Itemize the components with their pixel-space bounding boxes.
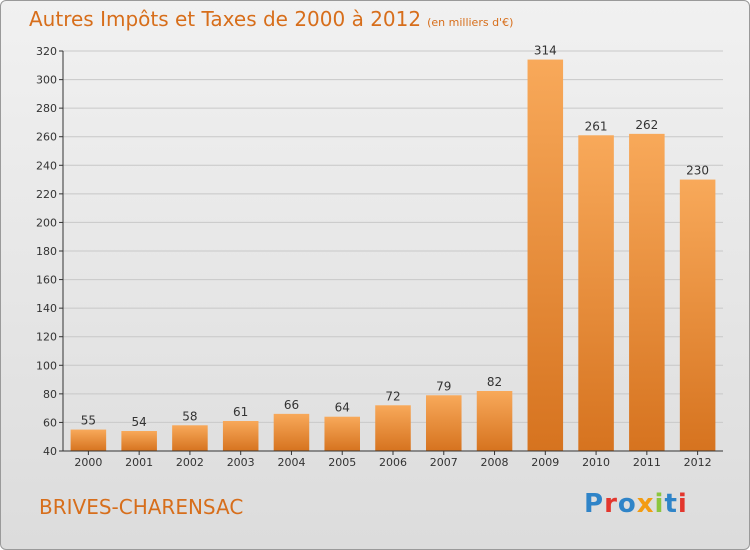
logo-letter: x [636,489,655,519]
y-tick-label: 100 [36,359,57,372]
logo-letter: t [664,489,678,519]
proxiti-logo: Proxiti [584,489,688,519]
x-tick-label: 2000 [74,456,102,469]
y-tick-label: 180 [36,245,57,258]
x-tick-label: 2002 [176,456,204,469]
y-tick-label: 280 [36,102,57,115]
chart-title-text: Autres Impôts et Taxes de 2000 à 2012 [29,7,422,31]
y-tick-label: 260 [36,131,57,144]
bar [578,135,614,452]
data-label: 261 [585,119,608,133]
x-tick-label: 2005 [328,456,356,469]
chart-title-unit: (en milliers d'€) [427,16,514,29]
x-tick-label: 2011 [633,456,661,469]
logo-letter: o [617,489,637,519]
bar [222,421,259,451]
x-tick-label: 2010 [582,456,610,469]
data-labels: 55 54 58 61 66 64 72 79 82 314 261 262 230 [81,44,709,429]
city-name: BRIVES-CHARENSAC [39,495,244,519]
x-tick-label: 2012 [684,456,712,469]
y-tick-label: 320 [36,45,57,58]
x-tick-label: 2009 [531,456,559,469]
data-label: 79 [436,379,451,393]
logo-letter: i [654,489,665,519]
bar [476,391,513,451]
bars [70,59,716,452]
bar [172,425,208,451]
data-label: 314 [534,44,557,58]
logo-letter: P [584,489,605,519]
bar [324,416,360,451]
data-label: 66 [284,398,299,412]
bar [426,395,462,451]
bar [679,179,716,452]
data-label: 230 [686,164,709,178]
data-label: 262 [635,118,658,132]
y-tick-label: 160 [36,274,57,287]
y-tick-label: 40 [43,445,57,458]
y-tick-label: 220 [36,188,57,201]
x-tick-label: 2008 [481,456,509,469]
bar [121,431,157,451]
bar [375,405,411,451]
data-label: 72 [385,389,400,403]
y-tick-label: 240 [36,159,57,172]
bar [70,429,107,451]
x-tick-label: 2001 [125,456,153,469]
bar [629,133,665,451]
x-tick-label: 2003 [227,456,255,469]
x-tick-label: 2006 [379,456,407,469]
y-tick-label: 140 [36,302,57,315]
bar [273,413,310,451]
logo-letter: i [677,489,688,519]
y-tick-label: 60 [43,416,57,429]
data-label: 64 [335,401,350,415]
y-tick-label: 80 [43,388,57,401]
y-tick-label: 300 [36,74,57,87]
data-label: 58 [182,409,197,423]
data-label: 61 [233,405,248,419]
data-label: 82 [487,375,502,389]
chart-title: Autres Impôts et Taxes de 2000 à 2012 (en… [29,7,513,31]
y-tick-label: 200 [36,216,57,229]
data-label: 54 [132,415,147,429]
axes: 40 60 80 100 120 140 160 180 200 220 240 260 280 300 3… [36,45,723,469]
bar [527,59,564,451]
x-tick-label: 2004 [277,456,305,469]
logo-letter: r [604,489,618,519]
data-label: 55 [81,414,96,428]
x-tick-label: 2007 [430,456,458,469]
y-tick-label: 120 [36,331,57,344]
